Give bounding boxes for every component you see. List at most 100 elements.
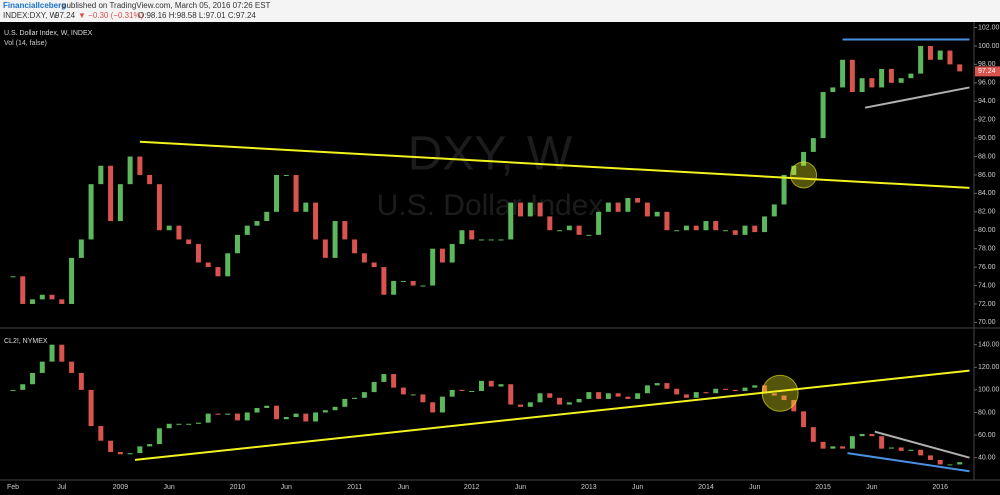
candle <box>771 393 777 396</box>
candle <box>10 389 16 391</box>
y-tick-label: 82.00 <box>978 209 996 216</box>
candle <box>88 184 94 240</box>
y-tick-label: 80.00 <box>978 227 996 234</box>
candle <box>98 165 104 185</box>
candle <box>322 410 328 413</box>
candle <box>713 388 719 394</box>
price-label: 97.24 <box>978 68 996 75</box>
candle <box>20 384 26 390</box>
y-tick-label: 78.00 <box>978 246 996 253</box>
candle <box>303 413 309 422</box>
candle <box>947 464 953 466</box>
candle <box>869 78 875 88</box>
candle <box>420 285 426 287</box>
candle <box>849 59 855 93</box>
candle <box>108 165 114 222</box>
trendline <box>864 86 970 109</box>
candle <box>352 239 358 254</box>
candle <box>820 92 826 139</box>
candle <box>166 423 172 429</box>
candle <box>322 239 328 258</box>
candle <box>254 407 260 413</box>
candle <box>469 230 475 240</box>
y-tick-label: 76.00 <box>978 264 996 271</box>
highlight-circle <box>790 161 818 189</box>
candle <box>352 397 358 399</box>
y-tick-label: 40.00 <box>978 455 996 462</box>
candle <box>420 394 426 403</box>
candle <box>244 412 250 421</box>
candle <box>762 216 768 233</box>
candle <box>791 165 797 175</box>
candle <box>547 393 553 398</box>
candle <box>381 374 387 382</box>
trendline <box>874 430 970 459</box>
candle <box>69 361 75 373</box>
candle <box>898 78 904 83</box>
watermark: U.S. Dollar Index <box>377 189 604 222</box>
candle <box>683 225 689 231</box>
candle <box>596 211 602 235</box>
x-tick-label: Jun <box>632 484 643 491</box>
candle <box>605 393 611 399</box>
candle <box>195 422 201 424</box>
candle <box>410 280 416 286</box>
candle <box>137 156 143 175</box>
candle <box>625 197 631 212</box>
candle <box>20 276 26 304</box>
y-tick-label: 72.00 <box>978 301 996 308</box>
y-tick-label: 60.00 <box>978 432 996 439</box>
candle <box>801 411 807 428</box>
candle <box>518 202 524 217</box>
candle <box>830 446 836 449</box>
candle <box>283 416 289 420</box>
trendline <box>847 452 970 473</box>
candle <box>488 380 494 387</box>
candle <box>400 387 406 395</box>
candle <box>117 184 123 222</box>
x-tick-label: Feb <box>7 484 19 491</box>
candle <box>849 436 855 449</box>
candle <box>957 462 963 465</box>
candle <box>215 413 221 415</box>
candle <box>840 446 846 449</box>
candle <box>88 389 94 427</box>
candle <box>478 239 484 241</box>
candle <box>69 257 75 304</box>
candle <box>244 225 250 235</box>
symbol: INDEX:DXY, W <box>3 11 58 20</box>
candle <box>49 344 55 362</box>
candle <box>449 244 455 263</box>
trendline <box>139 140 970 189</box>
candle <box>274 174 280 212</box>
candle <box>635 197 641 203</box>
candle <box>683 394 689 398</box>
candle <box>234 234 240 254</box>
published: published on TradingView.com, March 05, … <box>62 1 271 10</box>
x-tick-label: 2016 <box>932 484 948 491</box>
candle <box>313 412 319 422</box>
candle <box>859 78 865 93</box>
candle <box>391 374 397 388</box>
candle <box>39 361 45 373</box>
candle <box>644 202 650 217</box>
candle <box>586 234 592 236</box>
candle <box>888 447 894 449</box>
candle <box>430 402 436 413</box>
y-tick-label: 90.00 <box>978 135 996 142</box>
y-tick-label: 80.00 <box>978 409 996 416</box>
candle <box>371 262 377 268</box>
candle <box>771 204 777 217</box>
x-tick-label: 2012 <box>464 484 480 491</box>
y-tick-label: 92.00 <box>978 117 996 124</box>
candle <box>293 413 299 417</box>
candle <box>918 45 924 74</box>
candle <box>186 239 192 245</box>
candle <box>879 436 885 449</box>
candle <box>313 202 319 240</box>
candle <box>732 230 738 235</box>
candle <box>742 225 748 235</box>
candle <box>557 230 563 232</box>
x-tick-label: Jun <box>281 484 292 491</box>
candle <box>752 225 758 233</box>
